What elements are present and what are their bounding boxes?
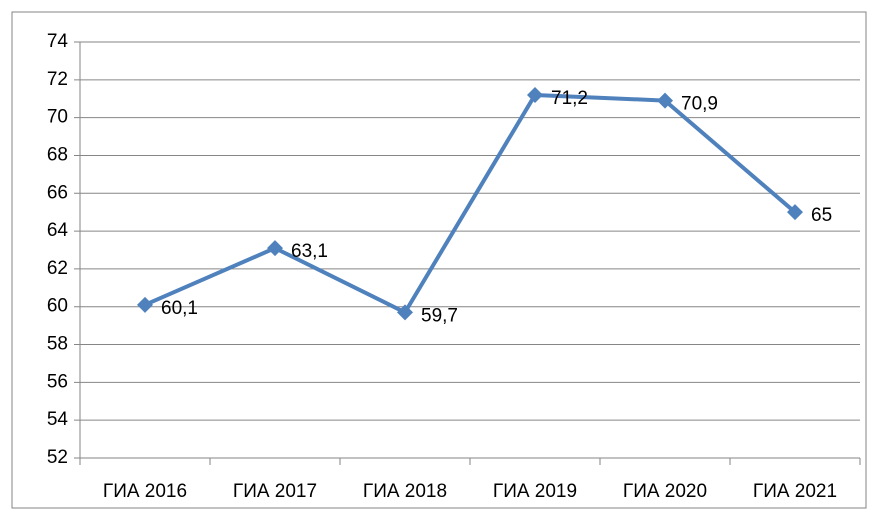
- data-label: 60,1: [161, 298, 198, 319]
- data-label: 71,2: [551, 88, 588, 109]
- y-tick-label: 60: [47, 296, 68, 317]
- data-label: 59,7: [421, 305, 458, 326]
- y-tick-label: 62: [47, 258, 68, 279]
- data-label: 65: [811, 205, 832, 226]
- x-tick-label: ГИА 2016: [103, 481, 187, 502]
- data-label: 63,1: [291, 241, 328, 262]
- y-tick-label: 64: [47, 220, 69, 241]
- marker: [137, 296, 153, 313]
- y-tick-label: 72: [47, 69, 68, 90]
- y-tick-label: 68: [47, 144, 68, 165]
- marker: [397, 304, 413, 321]
- y-tick-label: 66: [47, 182, 68, 203]
- line: [144, 92, 797, 315]
- y-tick-label: 58: [47, 334, 68, 355]
- marker: [267, 240, 283, 257]
- y-tick-label: 70: [47, 107, 68, 128]
- x-tick-label: ГИА 2018: [363, 481, 447, 502]
- y-tick-label: 54: [47, 409, 69, 430]
- y-tick-label: 52: [47, 447, 68, 468]
- marker: [657, 92, 673, 109]
- chart-frame: [11, 11, 867, 509]
- marker: [787, 204, 803, 221]
- x-tick-label: ГИА 2021: [753, 481, 837, 502]
- data-label: 70,9: [681, 94, 718, 115]
- y-tick-label: 56: [47, 371, 68, 392]
- y-tick-label: 74: [47, 31, 69, 52]
- x-tick-label: ГИА 2017: [233, 481, 317, 502]
- marker: [527, 86, 543, 103]
- x-tick-label: ГИА 2019: [493, 481, 577, 502]
- x-tick-label: ГИА 2020: [623, 481, 707, 502]
